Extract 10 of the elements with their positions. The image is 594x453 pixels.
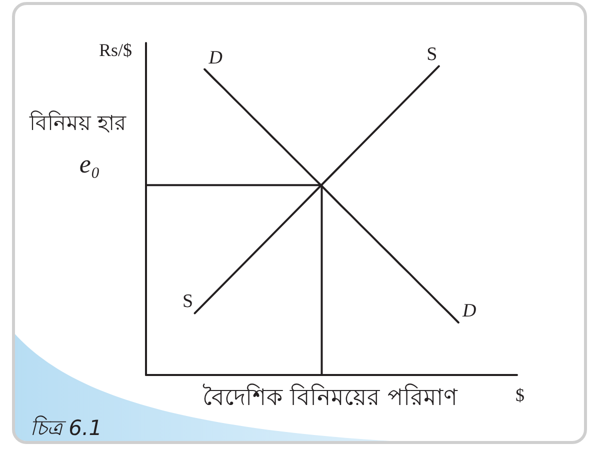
text: Rs/$ — [98, 40, 132, 60]
text: e₀ — [79, 150, 100, 178]
series-label: S — [426, 44, 438, 66]
text: D — [462, 300, 476, 322]
text: চিত্র 6.1 — [30, 415, 102, 440]
text: S — [182, 291, 194, 312]
series-label: D — [208, 47, 223, 68]
text: $ — [516, 385, 524, 405]
y-axis-title: বিনিময় হার — [28, 111, 126, 135]
x-axis-title: বৈদেশিক বিনিময়ের পরিমাণ — [202, 384, 458, 411]
